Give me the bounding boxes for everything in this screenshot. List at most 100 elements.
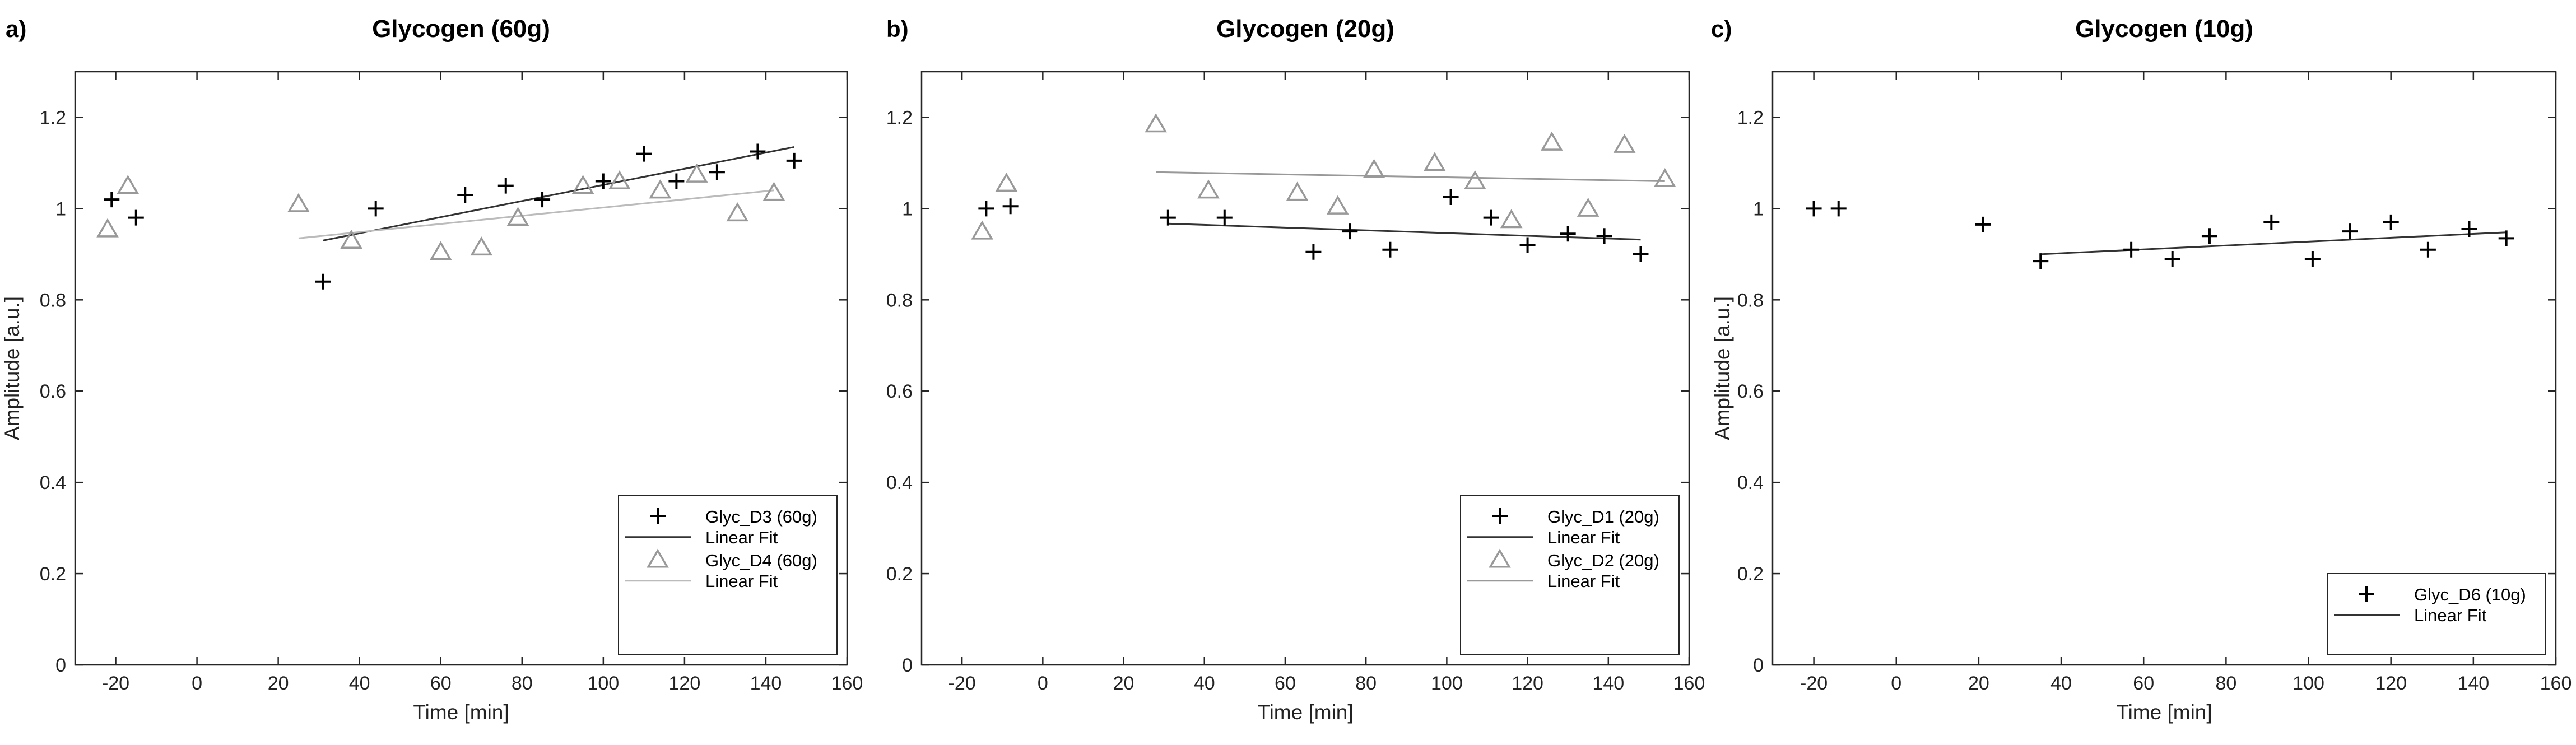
data-point [1286,181,1309,201]
legend-marker [650,508,666,524]
legend-entry: Glyc_D6 (10g) [2414,585,2526,604]
data-point [1500,209,1523,229]
legend-marker [2359,586,2374,602]
data-point [340,229,363,249]
y-tick-label: 0.8 [886,290,913,311]
x-tick-label: 20 [268,673,289,694]
y-tick-label: 0 [1753,655,1764,676]
data-point [1216,209,1233,226]
data-point [786,152,802,169]
y-tick-label: 0 [902,655,913,676]
x-tick-label: 100 [587,673,619,694]
x-tick-label: -20 [948,673,976,694]
data-point [1540,131,1563,151]
x-tick-label: 80 [1355,673,1377,694]
legend-entry: Linear Fit [1547,528,1620,547]
chart-panel-2: b) Glycogen (20g) -20 0 20 40 60 80 100 120 140 160… [886,15,1705,724]
chart-panel-3: c) Glycogen (10g) -20 0 20 40 60 80 100 120 140 160… [1711,15,2572,724]
data-point [368,201,384,217]
data-point [2304,250,2321,267]
panel-label: b) [886,16,909,42]
fit-line [1168,222,1641,241]
legend-marker [1489,548,1511,568]
x-tick-label: 40 [2050,673,2072,694]
y-tick-label: 0.8 [40,290,66,311]
legend-entry: Linear Fit [2414,606,2487,625]
x-tick-label: 140 [2457,673,2489,694]
x-tick-label: -20 [1800,673,1828,694]
legend-entry: Linear Fit [1547,571,1620,591]
data-point [497,178,514,194]
x-tick-label: 120 [669,673,701,694]
fit-line [298,189,774,239]
data-point [534,192,551,208]
y-tick-label: 0 [55,655,66,676]
data-point [506,207,529,226]
data-point [96,218,119,238]
data-point [1483,209,1499,226]
data-point [2123,241,2140,258]
data-point [2033,253,2049,269]
y-tick-label: 0.6 [1737,381,1764,402]
data-point [571,175,594,194]
data-point [1145,113,1168,133]
x-tick-label: 60 [1275,673,1296,694]
chart-panel-1: a) Glycogen (60g) -20 0 20 40 60 80 100 120 140 160… [1,15,863,724]
data-point [1363,159,1385,178]
data-point [128,209,144,226]
data-point [1463,170,1486,190]
y-tick-label: 0.4 [1737,472,1764,493]
chart-title: Glycogen (20g) [1216,15,1394,43]
data-point [1975,216,1991,232]
y-tick-label: 0.4 [40,472,66,493]
y-tick-label: 0.4 [886,472,913,493]
x-tick-label: 0 [1038,673,1048,694]
x-tick-label: 120 [2375,673,2407,694]
x-tick-label: 40 [349,673,370,694]
data-point [2342,224,2358,240]
data-point [1653,167,1676,187]
data-point [1326,195,1349,215]
x-tick-label: 0 [192,673,202,694]
legend-entry: Linear Fit [705,528,778,547]
x-tick-label: 140 [750,673,782,694]
y-tick-label: 0.2 [1737,564,1764,585]
data-point [649,179,672,199]
x-tick-label: 140 [1592,673,1624,694]
data-point [1830,201,1847,217]
legend-entry: Glyc_D4 (60g) [705,551,817,570]
legend-box [1460,495,1680,655]
data-point [1342,224,1358,240]
y-tick-label: 0.2 [886,564,913,585]
data-point [117,175,140,194]
data-point [978,201,994,217]
x-tick-label: 160 [831,673,863,694]
x-tick-label: -20 [102,673,129,694]
data-point [457,187,473,203]
data-point [470,236,493,256]
legend-entry: Glyc_D2 (20g) [1547,551,1659,570]
legend-box [618,495,838,655]
chart-title: Glycogen (10g) [2075,15,2253,43]
x-axis-label: Time [min] [413,701,509,724]
data-point [2461,221,2477,238]
data-point [750,143,766,160]
data-point [1423,152,1446,171]
y-axis-label: Amplitude [a.u.] [1711,296,1734,440]
data-point [636,146,652,162]
data-point [429,241,452,260]
x-tick-label: 100 [2293,673,2324,694]
x-tick-label: 120 [1512,673,1543,694]
panel-label: c) [1711,16,1732,42]
x-tick-label: 100 [1431,673,1463,694]
data-point [1519,237,1536,253]
data-point [104,192,120,208]
data-point [1197,179,1220,199]
data-point [315,273,331,290]
data-point [1596,228,1612,244]
data-point [2201,228,2217,244]
data-point [595,173,611,189]
data-point [726,202,749,222]
plot-area [1771,71,2557,666]
data-point [995,173,1018,192]
